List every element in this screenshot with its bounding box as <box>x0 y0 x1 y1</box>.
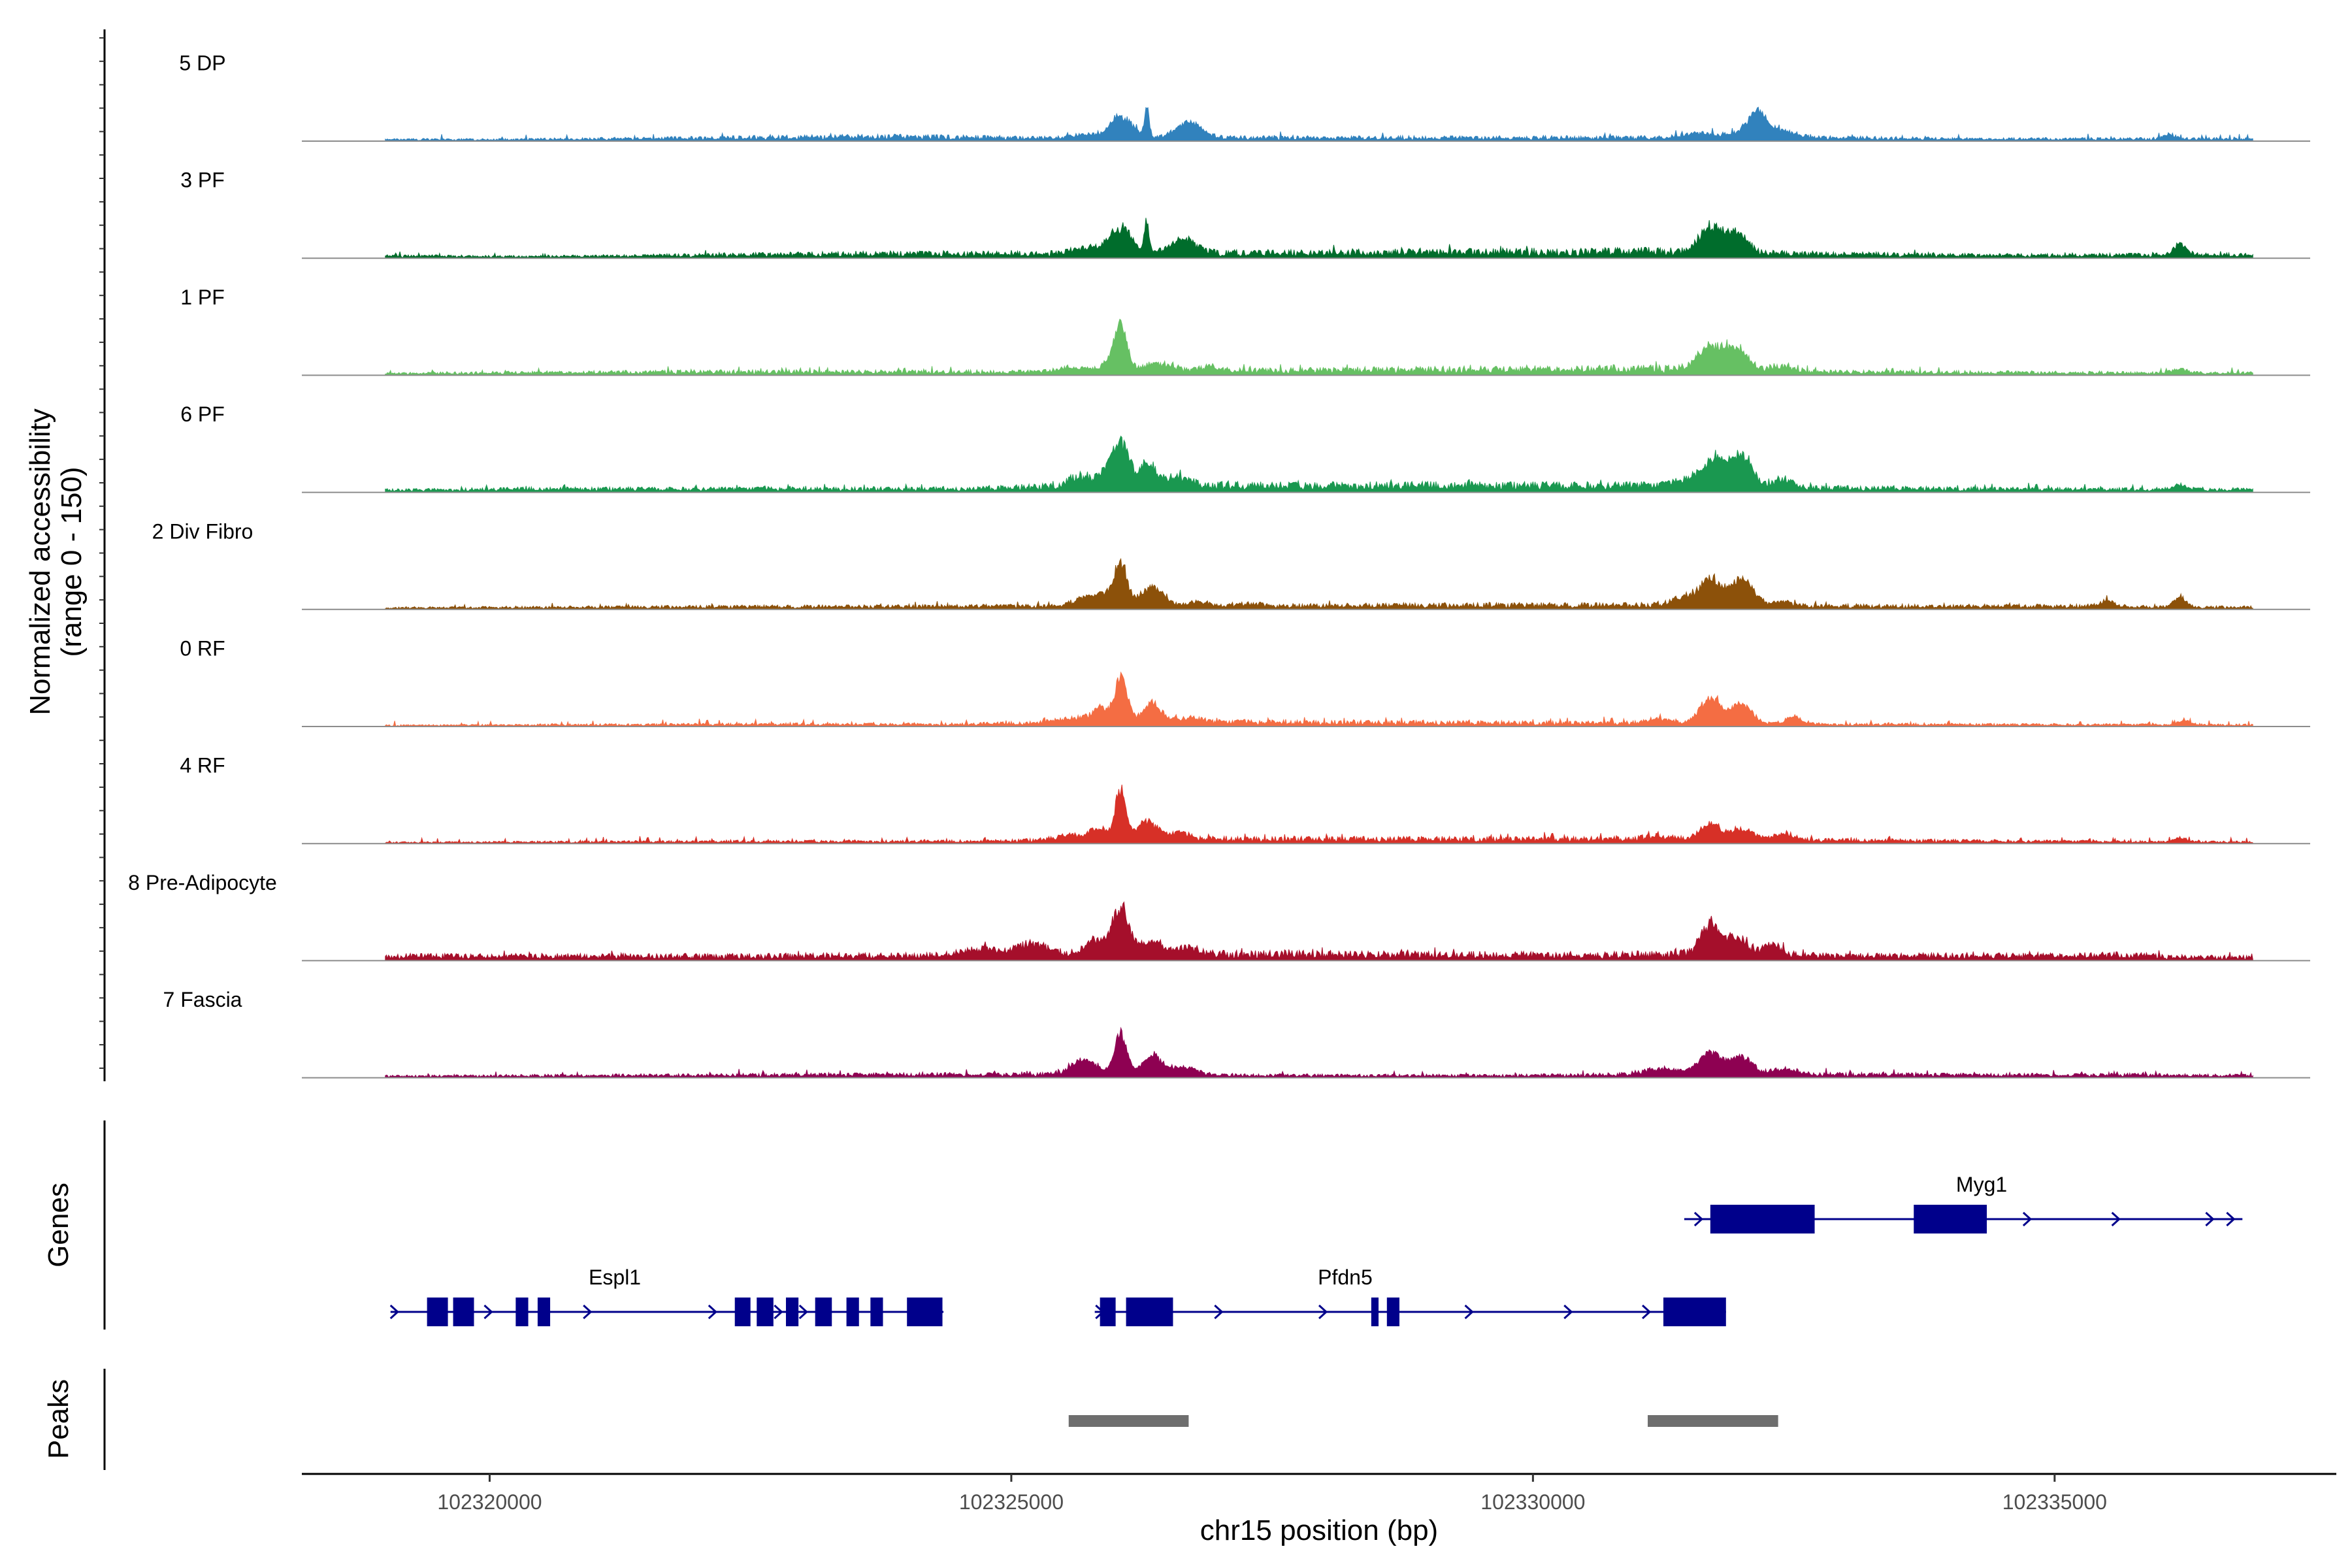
gene-label: Pfdn5 <box>1318 1266 1373 1289</box>
track: 8 Pre-Adipocyte <box>128 871 2310 962</box>
coverage-area <box>385 435 2253 493</box>
coverage-tracks: 5 DP 3 PF 1 PF 6 PF 2 Div Fibro 0 RF 4 RF 8 Pre… <box>99 29 2310 1081</box>
track-label: 1 PF <box>180 286 225 309</box>
coverage-area <box>385 557 2253 610</box>
strand-arrow <box>798 1304 808 1320</box>
coverage-area <box>385 218 2253 259</box>
x-tick-label: 102330000 <box>1480 1490 1585 1514</box>
x-tick-label: 102325000 <box>959 1490 1064 1514</box>
gene-model: Pfdn5 <box>1094 1266 1726 1326</box>
peak-region <box>1648 1415 1778 1427</box>
coverage-area <box>385 671 2253 727</box>
strand-arrow <box>2205 1211 2215 1227</box>
strand-arrow <box>2226 1211 2236 1227</box>
track: 2 Div Fibro <box>152 519 2310 610</box>
strand-arrow <box>708 1304 718 1320</box>
gene-models: Espl1 Pfdn5 Myg1 <box>389 1173 2243 1326</box>
strand-arrow <box>1214 1304 1224 1320</box>
coverage-area <box>385 901 2253 961</box>
x-axis-ticks: 102320000 102325000 102330000 102335000 <box>437 1474 2107 1514</box>
strand-arrow <box>1464 1304 1474 1320</box>
track: 3 PF <box>180 169 2310 259</box>
coverage-area <box>385 106 2253 142</box>
gene-exon <box>1914 1205 1987 1233</box>
gene-exon <box>1710 1205 1815 1233</box>
track: 4 RF <box>180 754 2310 845</box>
y-axis-label: Normalized accessibility <box>24 408 56 715</box>
strand-arrow <box>2022 1211 2033 1227</box>
track-label: 5 DP <box>179 51 225 74</box>
gene-exon <box>785 1298 799 1326</box>
strand-arrow <box>1095 1304 1105 1320</box>
gene-label: Espl1 <box>589 1266 641 1289</box>
x-axis-title: chr15 position (bp) <box>1200 1514 1438 1546</box>
gene-model: Myg1 <box>1684 1173 2243 1233</box>
gene-exon <box>537 1298 551 1326</box>
strand-arrow <box>1642 1304 1652 1320</box>
x-tick-label: 102335000 <box>2002 1490 2107 1514</box>
gene-exon <box>515 1298 529 1326</box>
strand-arrow <box>927 1304 937 1320</box>
peaks-panel-title: Peaks <box>42 1379 74 1459</box>
x-axis: 102320000 102325000 102330000 102335000 chr… <box>302 1473 2336 1546</box>
strand-arrow <box>483 1304 493 1320</box>
strand-arrow <box>1318 1304 1328 1320</box>
gene-exon <box>1126 1298 1173 1326</box>
strand-arrow <box>389 1304 399 1320</box>
track-label: 8 Pre-Adipocyte <box>128 871 277 894</box>
coverage-area <box>385 1026 2253 1079</box>
gene-exon <box>1386 1298 1399 1326</box>
gene-exon <box>1663 1298 1726 1326</box>
peaks-panel: Peaks <box>42 1369 1778 1470</box>
coverage-y-axis-title: Normalized accessibility (range 0 - 150) <box>24 408 88 715</box>
gene-exon <box>1371 1298 1379 1326</box>
track-label: 7 Fascia <box>163 988 242 1011</box>
strand-arrow <box>1563 1304 1573 1320</box>
track-label: 0 RF <box>180 636 225 660</box>
track-label: 2 Div Fibro <box>152 519 253 543</box>
track: 5 DP <box>179 51 2310 142</box>
track: 7 Fascia <box>163 988 2310 1079</box>
track-label: 4 RF <box>180 754 225 777</box>
coverage-area <box>385 318 2253 376</box>
gene-model: Espl1 <box>389 1266 944 1326</box>
track: 6 PF <box>180 402 2310 493</box>
gene-exon <box>815 1298 832 1326</box>
gene-exon <box>907 1298 943 1326</box>
track: 0 RF <box>180 636 2310 727</box>
coverage-y-ticks <box>99 37 105 1069</box>
track: 1 PF <box>180 286 2310 376</box>
track-label: 6 PF <box>180 402 225 426</box>
track-label: 3 PF <box>180 169 225 192</box>
genes-panel-title: Genes <box>42 1183 74 1267</box>
genes-panel: Genes Espl1 Pfdn5 Myg1 <box>42 1120 2243 1330</box>
strand-arrow <box>1693 1211 1704 1227</box>
track-area: 5 DP 3 PF 1 PF 6 PF 2 Div Fibro 0 RF 4 RF 8 Pre… <box>128 51 2310 1079</box>
gene-label: Myg1 <box>1956 1173 2007 1196</box>
gene-exon <box>453 1298 474 1326</box>
peak-regions <box>1068 1415 1778 1427</box>
strand-arrow <box>583 1304 593 1320</box>
gene-exon <box>1100 1298 1116 1326</box>
gene-exon <box>734 1298 751 1326</box>
coverage-area <box>385 785 2253 844</box>
x-tick-label: 102320000 <box>437 1490 542 1514</box>
gene-exon <box>757 1298 774 1326</box>
gene-exon <box>870 1298 883 1326</box>
gene-exon <box>846 1298 859 1326</box>
y-axis-range-label: (range 0 - 150) <box>56 466 88 657</box>
strand-arrow <box>774 1304 783 1320</box>
peak-region <box>1068 1415 1189 1427</box>
gene-exon <box>427 1298 448 1326</box>
strand-arrow <box>2111 1211 2121 1227</box>
